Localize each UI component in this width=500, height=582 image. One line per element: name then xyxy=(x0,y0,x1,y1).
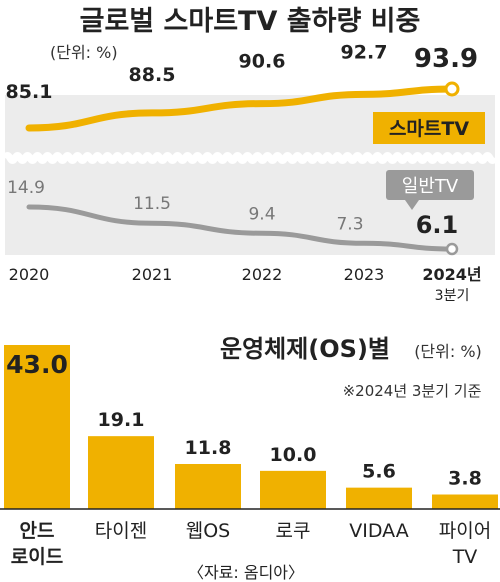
bar-value-label-1: 43.0 xyxy=(6,350,68,379)
basic-tv-value-label-2021: 11.5 xyxy=(133,194,171,214)
bar-value-label-3: 11.8 xyxy=(185,437,232,459)
x-tick-label-2024-: 2024년 xyxy=(422,265,481,284)
smart-tv-value-label-2024-: 93.9 xyxy=(414,44,478,74)
smart-tv-value-label-2021: 88.5 xyxy=(129,64,176,86)
x-tick-label-2022: 2022 xyxy=(242,265,283,284)
smart-tv-value-label-2023: 92.7 xyxy=(341,41,388,63)
legend-basic-tv-pointer xyxy=(405,200,419,210)
basic-tv-series-line xyxy=(26,204,455,252)
bar-6 xyxy=(432,494,498,509)
basic-tv-endpoint-marker xyxy=(445,242,459,256)
bar-category-label-4: 로쿠 xyxy=(276,520,311,542)
x-tick-label-2023: 2023 xyxy=(344,265,385,284)
x-tick-sublabel: 3분기 xyxy=(435,288,470,304)
smart-tv-value-label-2020: 85.1 xyxy=(6,81,53,103)
smart-tv-series-line xyxy=(25,85,456,132)
basic-tv-value-label-2023: 7.3 xyxy=(336,214,363,234)
smart-tv-value-label-2022: 90.6 xyxy=(239,51,286,73)
legend-smart-tv: 스마트TV xyxy=(373,112,485,144)
x-tick-label-2021: 2021 xyxy=(132,265,173,284)
bar-4 xyxy=(260,470,326,509)
smart-tv-endpoint-marker xyxy=(444,81,460,97)
line-chart-title: 글로벌 스마트TV 출하량 비중 xyxy=(80,6,421,37)
bar-category-label-6: 파이어 TV xyxy=(439,520,491,568)
line-chart-unit: (단위: %) xyxy=(50,43,118,62)
legend-basic-tv-swatch xyxy=(386,170,474,200)
bar-2 xyxy=(88,436,154,509)
bar-category-label-5: VIDAA xyxy=(349,520,408,542)
bar-chart-unit: (단위: %) xyxy=(414,342,482,361)
bar-category-label-3: 웹OS xyxy=(186,520,231,542)
bar-value-label-2: 19.1 xyxy=(98,409,145,431)
axis-break-wave xyxy=(1,152,499,164)
bar-value-label-4: 10.0 xyxy=(270,444,317,466)
legend-basic-tv-label: 일반TV xyxy=(402,176,459,197)
basic-tv-value-label-2024-: 6.1 xyxy=(416,211,459,239)
x-tick-label-2020: 2020 xyxy=(9,265,50,284)
bar-category-label-2: 타이젠 xyxy=(95,520,147,542)
bar-value-label-6: 3.8 xyxy=(448,468,482,490)
bar-chart-note: ※2024년 3분기 기준 xyxy=(343,382,482,400)
legend-smart-tv-label: 스마트TV xyxy=(389,118,469,140)
bar-chart-title: 운영체제(OS)별 xyxy=(220,335,390,363)
basic-tv-value-label-2020: 14.9 xyxy=(7,178,45,198)
basic-tv-value-label-2022: 9.4 xyxy=(248,204,275,224)
bar-category-label-1: 안드 로이드 xyxy=(11,520,63,568)
legend-smart-tv-swatch xyxy=(373,112,485,144)
legend-basic-tv: 일반TV xyxy=(386,170,474,210)
bar-1 xyxy=(4,345,70,509)
bar-value-label-5: 5.6 xyxy=(362,461,396,483)
source-note: 〈자료: 옴디아〉 xyxy=(188,563,304,582)
bar-5 xyxy=(346,487,412,509)
bar-3 xyxy=(175,463,241,509)
